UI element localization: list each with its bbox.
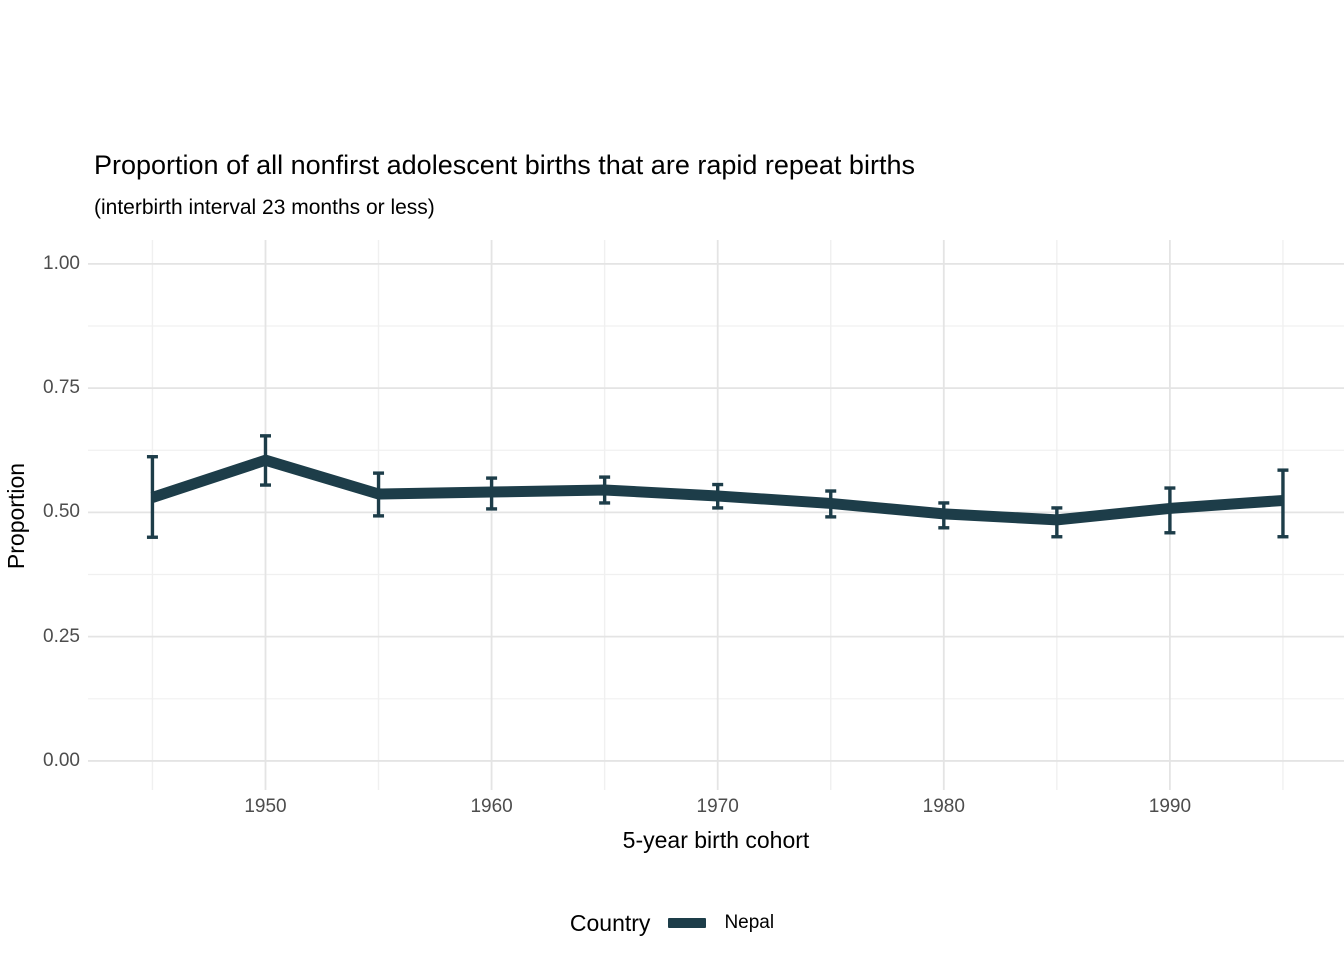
series-line-nepal	[150, 454, 1284, 526]
x-tick-label: 1990	[1148, 796, 1192, 817]
y-tick-label: 1.00	[43, 252, 80, 274]
y-axis-title: Proportion	[3, 462, 29, 570]
legend-series-label: Nepal	[724, 912, 775, 933]
y-tick-label: 0.50	[43, 501, 80, 523]
legend-title: Country	[569, 909, 651, 936]
y-tick-label: 0.25	[43, 625, 80, 647]
chart-title: Proportion of all nonfirst adolescent bi…	[94, 150, 915, 180]
y-tick-label: 0.00	[43, 749, 80, 771]
x-axis-title: 5-year birth cohort	[622, 827, 810, 853]
y-tick-label: 0.75	[43, 377, 80, 399]
x-tick-label: 1950	[244, 796, 287, 817]
x-tick-label: 1970	[696, 796, 739, 817]
x-tick-label: 1980	[922, 796, 965, 817]
x-tick-label: 1960	[470, 796, 513, 817]
chart-subtitle: (interbirth interval 23 months or less)	[94, 196, 435, 219]
legend: Country Nepal	[0, 905, 1344, 941]
legend-line-swatch	[668, 918, 707, 928]
